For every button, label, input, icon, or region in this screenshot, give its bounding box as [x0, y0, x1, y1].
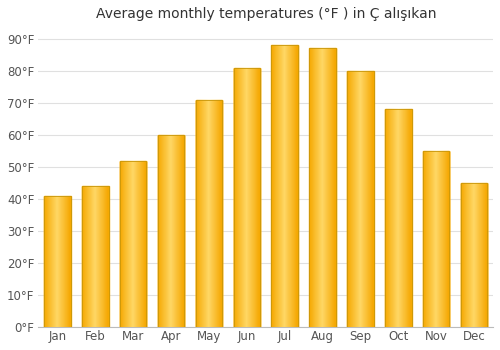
Bar: [234, 68, 260, 327]
Bar: [423, 151, 450, 327]
Bar: [385, 109, 411, 327]
Bar: [272, 45, 298, 327]
Bar: [120, 161, 146, 327]
Bar: [347, 71, 374, 327]
Bar: [461, 183, 487, 327]
Bar: [196, 100, 222, 327]
Bar: [82, 186, 108, 327]
Bar: [310, 48, 336, 327]
Bar: [44, 196, 70, 327]
Bar: [158, 135, 184, 327]
Title: Average monthly temperatures (°F ) in Ç alışıkan: Average monthly temperatures (°F ) in Ç …: [96, 7, 436, 21]
